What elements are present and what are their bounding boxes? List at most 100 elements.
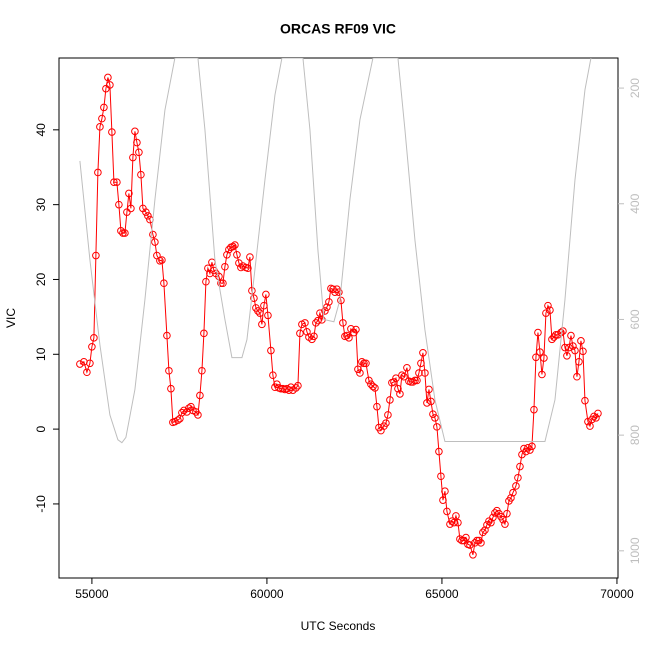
point [485, 517, 493, 525]
point [121, 229, 129, 237]
point [354, 365, 362, 374]
point [386, 396, 394, 404]
point [196, 391, 204, 400]
point [339, 319, 347, 327]
point [106, 81, 114, 89]
point [229, 242, 237, 251]
point [233, 250, 241, 259]
point [221, 262, 229, 271]
point [219, 279, 227, 288]
point [392, 374, 400, 383]
point [244, 264, 252, 273]
point [522, 447, 530, 456]
point [115, 200, 123, 209]
point [396, 390, 404, 398]
point [577, 337, 585, 345]
point [267, 346, 275, 355]
point [273, 380, 281, 389]
point [294, 381, 302, 390]
point [352, 325, 360, 334]
point [540, 354, 548, 362]
point [425, 385, 433, 394]
point [481, 526, 489, 534]
point [437, 472, 445, 481]
secondary-line [79, 58, 592, 444]
x-tick-label: 55000 [75, 587, 109, 601]
point [100, 103, 108, 112]
point [524, 444, 532, 452]
point [123, 208, 131, 216]
point [384, 411, 392, 419]
point [365, 376, 373, 385]
point [262, 290, 270, 299]
point [94, 168, 102, 177]
y-tick-label: 10 [34, 347, 48, 361]
plot-area [76, 58, 602, 559]
point [160, 279, 168, 288]
point [473, 536, 481, 545]
point [594, 409, 602, 418]
point [548, 335, 556, 344]
point [258, 320, 266, 329]
point [356, 369, 364, 377]
series-line [79, 77, 599, 555]
y-axis-label: VIC [4, 308, 18, 328]
point [149, 230, 157, 239]
point [129, 153, 137, 162]
point [390, 378, 398, 386]
point [462, 533, 470, 542]
y-tick-label: 30 [34, 198, 48, 212]
point [584, 417, 592, 426]
point [544, 301, 552, 310]
point [538, 370, 546, 379]
point [215, 272, 223, 281]
point [567, 331, 575, 340]
x-tick-label: 65000 [425, 587, 459, 601]
point [382, 419, 390, 427]
point [335, 288, 343, 296]
point [477, 539, 485, 547]
point [441, 487, 449, 496]
point [575, 357, 583, 366]
point [439, 496, 447, 504]
point [312, 319, 320, 327]
point [158, 256, 166, 264]
point [487, 518, 495, 527]
point [117, 227, 125, 235]
point [427, 397, 435, 406]
point [579, 347, 587, 356]
point [185, 404, 193, 412]
point [301, 319, 309, 327]
point [345, 334, 353, 342]
point [516, 462, 524, 471]
point [102, 84, 110, 93]
y2-tick-label: 400 [628, 193, 642, 213]
point [411, 376, 419, 385]
point [503, 509, 511, 518]
y2-tick-label: 600 [628, 309, 642, 329]
point [509, 488, 517, 497]
chart-title: ORCAS RF09 VIC [280, 21, 396, 37]
point [90, 334, 98, 342]
point [200, 329, 208, 338]
point [292, 384, 300, 392]
point [528, 442, 536, 451]
point [104, 73, 112, 82]
point [98, 114, 106, 123]
x-tick-label: 60000 [250, 587, 284, 601]
point [131, 127, 139, 136]
point [371, 384, 379, 392]
point [325, 298, 333, 306]
point [254, 307, 262, 315]
point [454, 518, 462, 527]
point [592, 414, 600, 422]
point [269, 371, 277, 380]
point [165, 366, 173, 375]
point [561, 343, 569, 352]
point [217, 279, 225, 288]
point [423, 399, 431, 407]
point [360, 359, 368, 368]
point [362, 359, 370, 368]
point [435, 447, 443, 456]
point [469, 551, 477, 559]
